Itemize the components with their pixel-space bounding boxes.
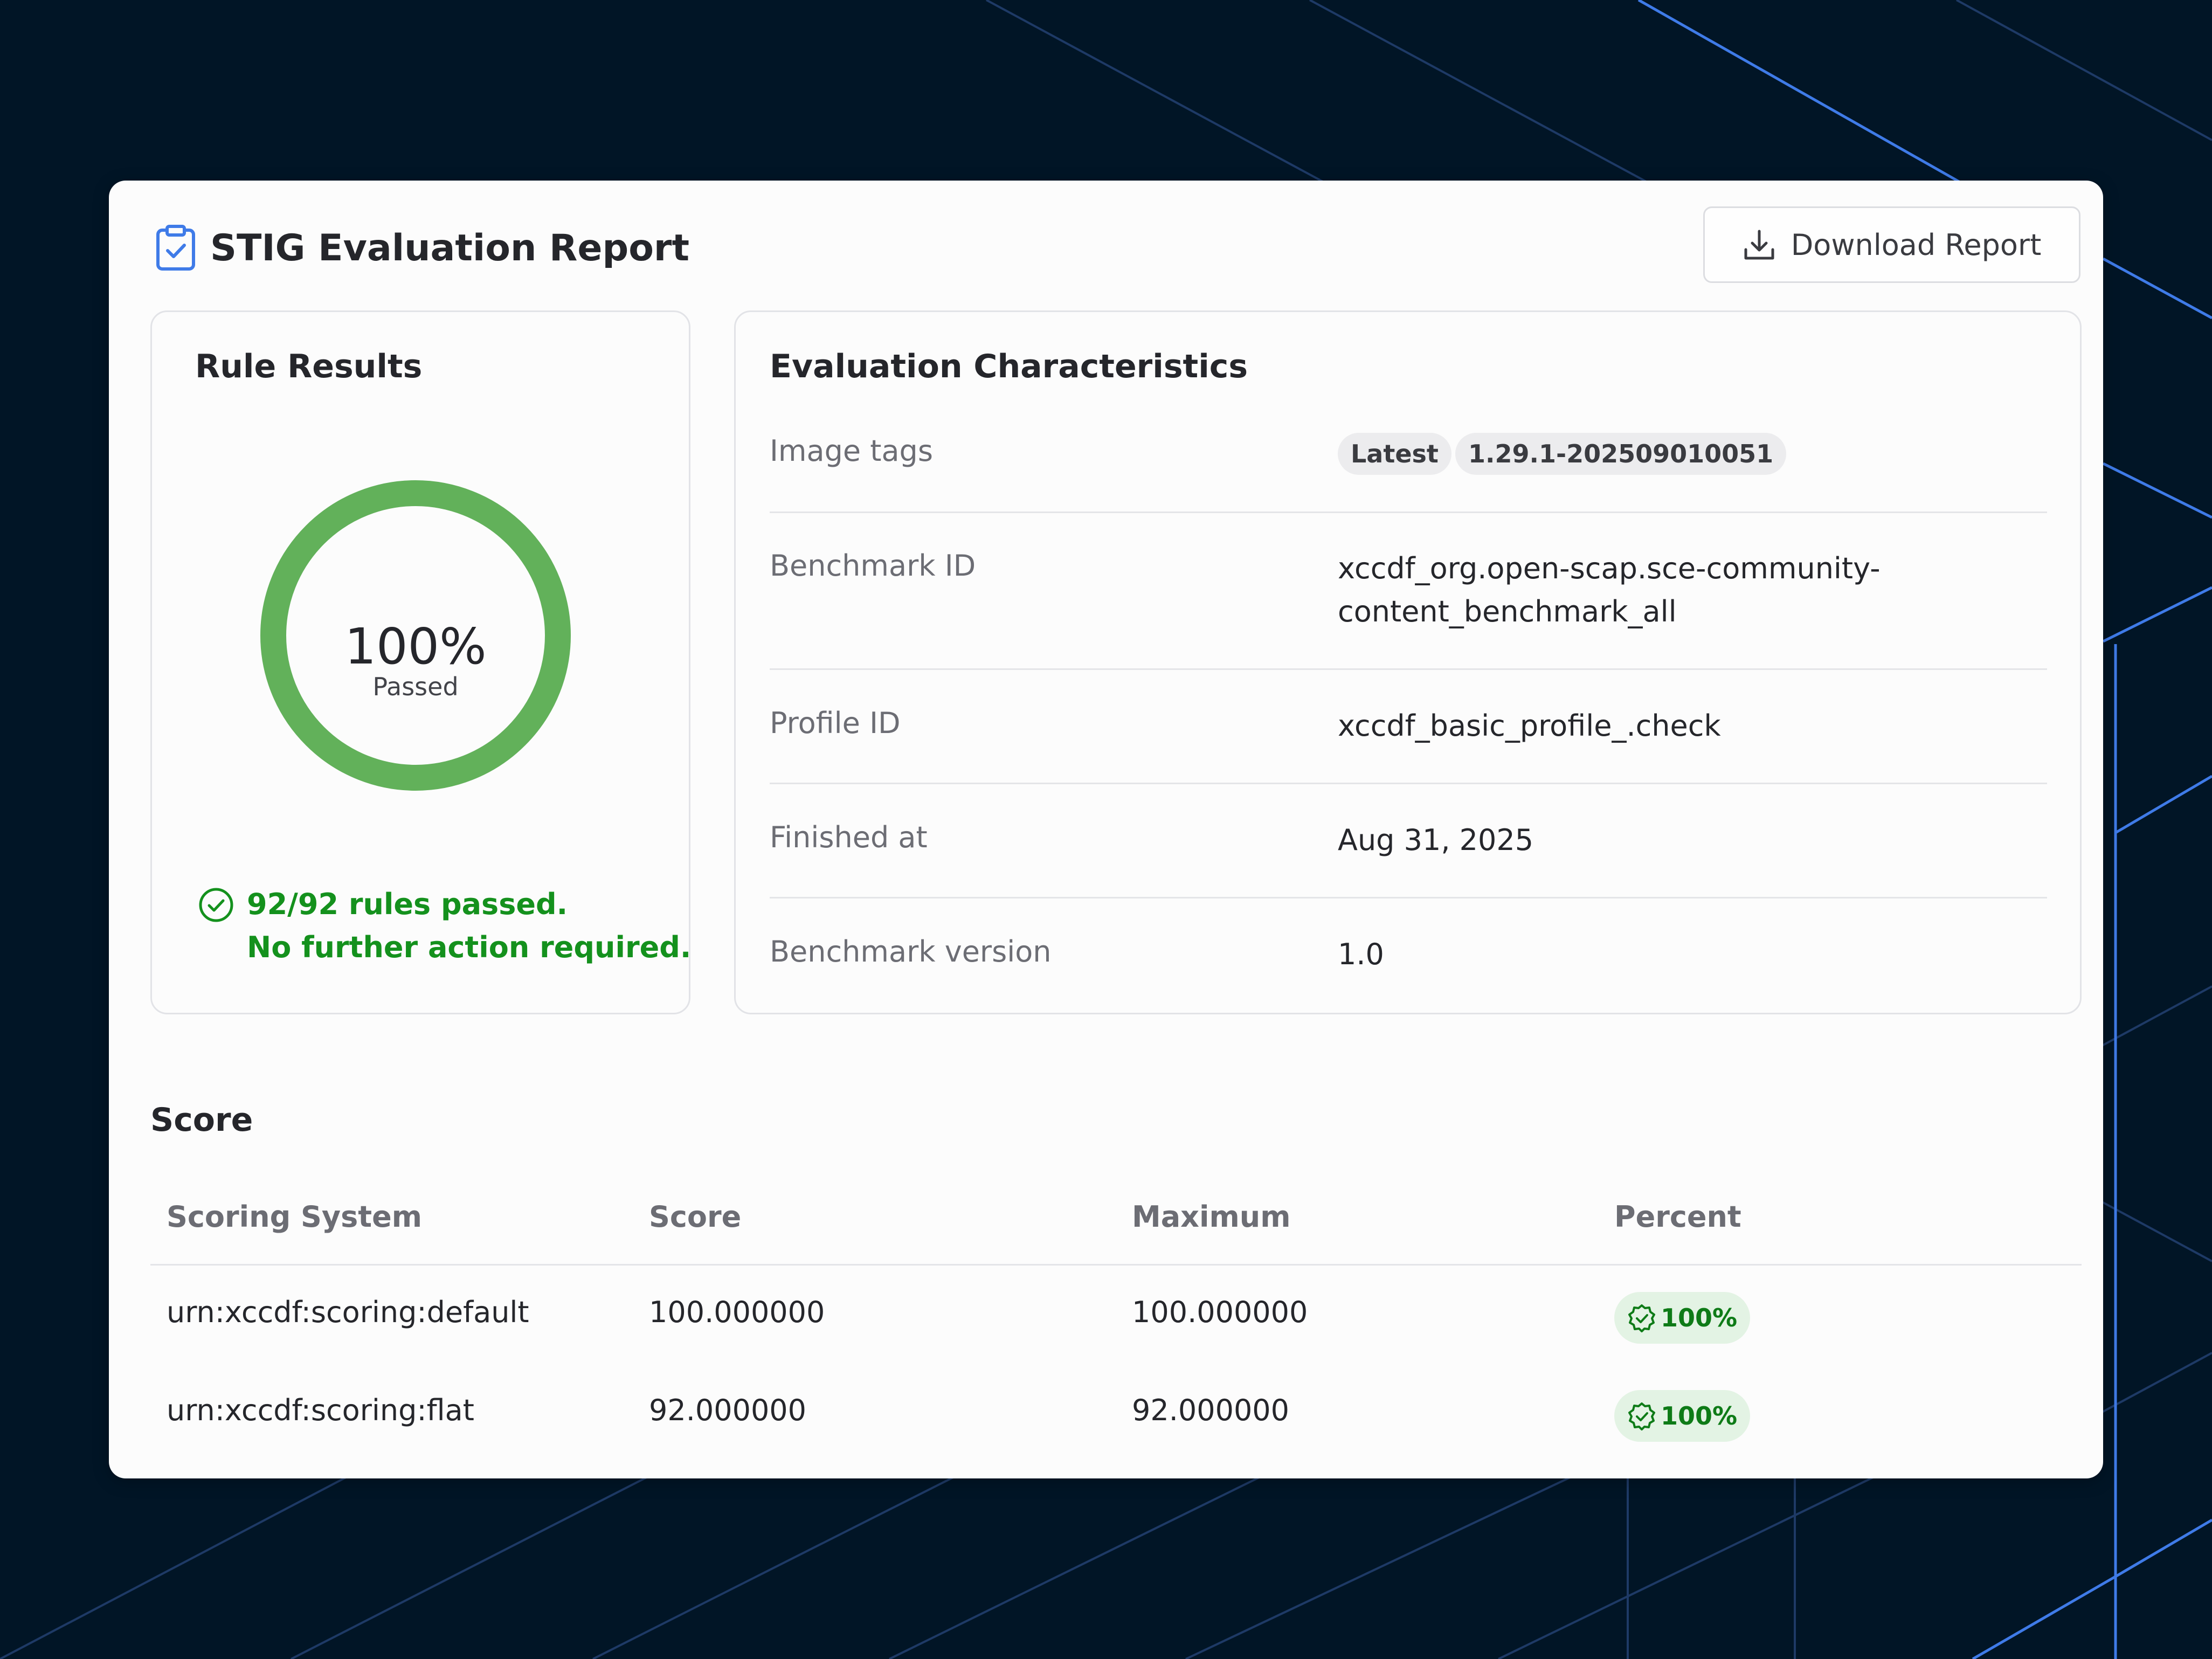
image-tag-version: 1.29.1-202509010051 [1455,433,1787,475]
rule-results-panel [150,310,690,1014]
table-header-divider [150,1264,2082,1266]
table-row-1-percent: 100% [1661,1303,1738,1332]
check-circle-icon [199,888,233,922]
verified-badge-icon [1628,1304,1655,1332]
pass-rate-percent: 100% [344,618,487,675]
row-divider [770,668,2047,670]
row-divider [770,897,2047,898]
benchmark-version-label: Benchmark version [770,935,1052,969]
benchmark-id-label: Benchmark ID [770,549,976,583]
table-row-2-score: 92.000000 [649,1393,807,1427]
benchmark-id-value-line1: xccdf_org.open-scap.sce-community- [1338,551,1881,585]
finished-at-label: Finished at [770,820,928,854]
verified-badge-icon [1628,1402,1655,1430]
profile-id-label: Profile ID [770,706,901,740]
column-header-maximum: Maximum [1132,1200,1291,1234]
image-tags-label: Image tags [770,434,933,468]
report-card: STIG Evaluation Report Download Report R… [109,181,2103,1478]
no-action-message: No further action required. [247,930,692,964]
pass-rate-ring-fill [260,480,571,791]
table-row-1-percent-badge: 100% [1614,1292,1751,1344]
table-row-1-score: 100.000000 [649,1295,825,1329]
table-row-2-maximum: 92.000000 [1132,1393,1290,1427]
table-row-1-maximum: 100.000000 [1132,1295,1308,1329]
column-header-percent: Percent [1614,1200,1741,1234]
page-title: STIG Evaluation Report [210,227,689,269]
pass-rate-status: Passed [372,672,459,701]
table-row-2-percent: 100% [1661,1401,1738,1430]
download-report-label: Download Report [1791,227,2042,262]
table-row-1-system: urn:xccdf:scoring:default [167,1295,529,1329]
rule-results-title: Rule Results [195,348,423,385]
pass-rate-ring [260,480,571,791]
table-row-2-percent-badge: 100% [1614,1390,1751,1442]
evaluation-characteristics-title: Evaluation Characteristics [770,348,1248,385]
row-divider [770,783,2047,784]
download-icon [1744,230,1774,260]
table-row-2-system: urn:xccdf:scoring:flat [167,1393,474,1427]
finished-at-value: Aug 31, 2025 [1338,823,1534,857]
column-header-scoring-system: Scoring System [167,1200,422,1234]
profile-id-value: xccdf_basic_profile_.check [1338,709,1721,743]
score-section-title: Score [150,1101,253,1139]
benchmark-id-value-line2: content_benchmark_all [1338,595,1677,628]
row-divider [770,511,2047,513]
download-report-button[interactable]: Download Report [1703,206,2080,283]
benchmark-version-value: 1.0 [1338,937,1384,971]
evaluation-characteristics-panel [734,310,2082,1014]
clipboard-check-icon [156,225,195,271]
column-header-score: Score [649,1200,742,1234]
rules-passed-summary: 92/92 rules passed. [247,887,568,921]
image-tag-latest: Latest [1338,433,1451,475]
